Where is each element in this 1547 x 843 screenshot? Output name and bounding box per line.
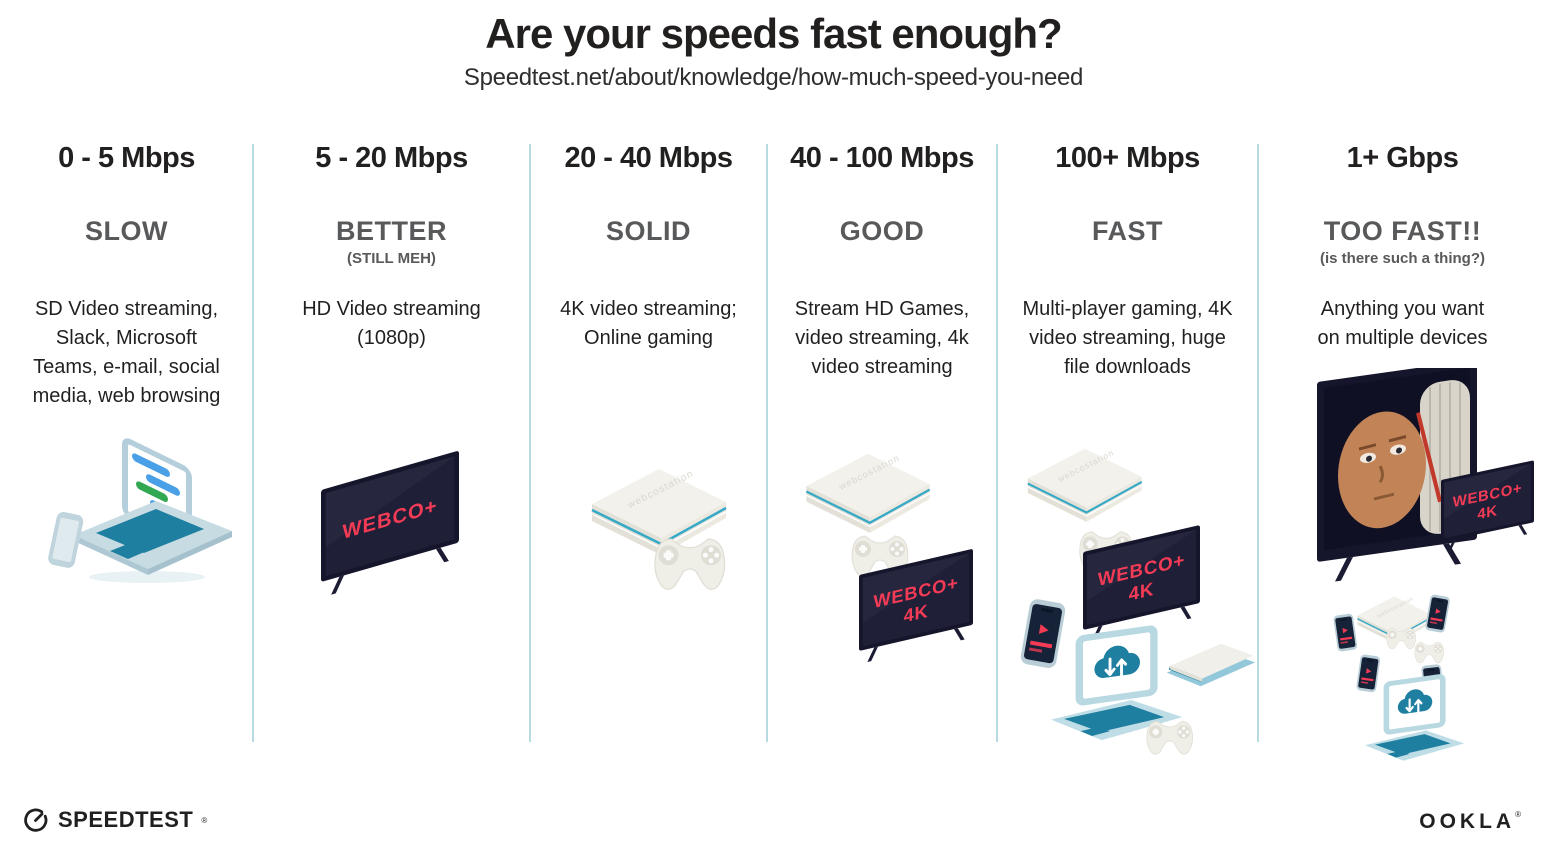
tv-4k-label: 4K <box>1477 502 1497 523</box>
laptop-and-phone-illustration <box>48 438 232 583</box>
speed-range-label: 40 - 100 Mbps <box>790 142 974 174</box>
speed-tier-column-5-20mbps: 5 - 20 Mbps BETTER (STILL MEH) HD Video … <box>253 130 530 770</box>
tier-description: Multi-player gaming, 4K video streaming,… <box>1022 298 1233 378</box>
rating-label: SLOW <box>85 216 168 246</box>
page-title: Are your speeds fast enough? <box>485 10 1062 57</box>
hd-tv-illustration: WEBCO+ <box>321 450 459 598</box>
rating-label: TOO FAST!! <box>1323 216 1482 246</box>
speedtest-logo: SPEEDTEST ® <box>22 806 207 834</box>
ookla-wordmark: OOKLA <box>1419 810 1516 833</box>
speed-range-label: 5 - 20 Mbps <box>315 142 468 174</box>
speed-range-label: 1+ Gbps <box>1346 142 1459 174</box>
laptop-chat-icon <box>74 438 232 575</box>
rating-label: SOLID <box>605 216 691 246</box>
page-subtitle-url: Speedtest.net/about/knowledge/how-much-s… <box>463 64 1084 92</box>
tier-description: SD Video streaming, Slack, Microsoft Tea… <box>32 298 221 407</box>
speed-tier-column-100plus-mbps: 100+ Mbps FAST Multi-player gaming, 4K v… <box>997 130 1258 770</box>
rating-note: (STILL MEH) <box>347 250 436 267</box>
speed-tier-column-1plus-gbps: 1+ Gbps TOO FAST!! (is there such a thin… <box>1258 130 1547 770</box>
phone-icon <box>48 512 84 568</box>
speed-range-label: 0 - 5 Mbps <box>58 142 195 174</box>
column-divider <box>529 144 531 742</box>
tier-description: Stream HD Games, video streaming, 4k vid… <box>794 298 970 378</box>
game-console-illustration <box>590 467 728 590</box>
column-divider <box>1257 144 1259 742</box>
speed-range-label: 20 - 40 Mbps <box>564 142 733 174</box>
speedtest-wordmark: SPEEDTEST <box>58 807 194 832</box>
speedtest-gauge-icon <box>24 808 48 832</box>
speed-tier-column-0-5mbps: 0 - 5 Mbps SLOW SD Video streaming, Slac… <box>0 130 253 770</box>
header: Are your speeds fast enough? Speedtest.n… <box>0 0 1547 92</box>
column-divider <box>252 144 254 742</box>
speed-tier-board: 0 - 5 Mbps SLOW SD Video streaming, Slac… <box>0 130 1547 770</box>
rating-note: (is there such a thing?) <box>1319 250 1485 267</box>
column-divider <box>996 144 998 742</box>
speed-tier-column-20-40mbps: 20 - 40 Mbps SOLID 4K video streaming; O… <box>530 130 767 770</box>
rating-label: GOOD <box>839 216 925 246</box>
speed-range-label: 100+ Mbps <box>1055 142 1200 174</box>
tier-description: 4K video streaming; Online gaming <box>560 298 737 349</box>
big-tv-astronaut-icon <box>1317 368 1477 582</box>
rating-label: FAST <box>1091 216 1163 246</box>
column-divider <box>766 144 768 742</box>
speedtest-trademark: ® <box>201 815 208 825</box>
speed-tier-column-40-100mbps: 40 - 100 Mbps GOOD Stream HD Games, vide… <box>767 130 997 770</box>
ookla-trademark: ® <box>1515 810 1521 819</box>
everything-illustration: WEBCO+ 4K <box>1317 368 1534 762</box>
rating-label: BETTER <box>336 216 447 246</box>
ookla-logo: OOKLA® <box>1419 810 1521 834</box>
multi-device-illustration: WEBCO+ 4K <box>1019 446 1257 755</box>
console-and-4k-tv-illustration: WEBCO+ 4K <box>805 451 973 664</box>
tier-description: Anything you want on multiple devices <box>1317 298 1488 349</box>
tier-description: HD Video streaming (1080p) <box>302 298 481 349</box>
